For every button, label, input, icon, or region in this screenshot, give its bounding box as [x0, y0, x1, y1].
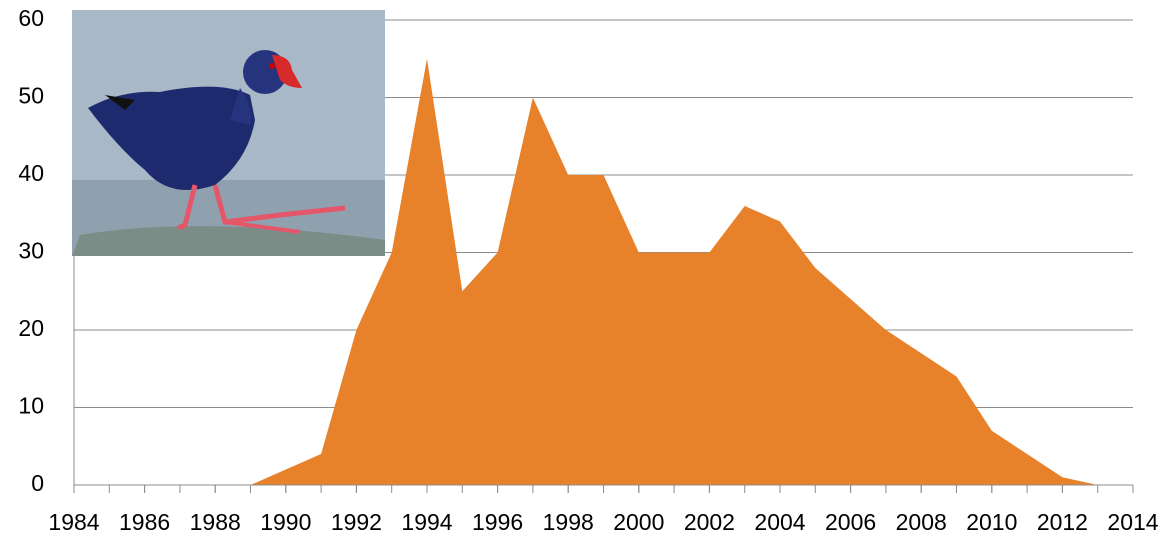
y-tick-label: 40 — [18, 160, 44, 186]
x-tick-label: 1988 — [190, 509, 241, 535]
x-tick-label: 1998 — [543, 509, 594, 535]
x-tick-label: 2014 — [1107, 509, 1158, 535]
bird-photo — [72, 10, 385, 256]
y-tick-label: 10 — [18, 393, 44, 419]
x-tick-label: 2004 — [754, 509, 805, 535]
x-tick-label: 2008 — [896, 509, 947, 535]
x-tick-label: 1992 — [331, 509, 382, 535]
x-tick-label: 1994 — [401, 509, 452, 535]
x-tick-label: 2002 — [684, 509, 735, 535]
y-tick-label: 30 — [18, 238, 44, 264]
x-tick-label: 1996 — [472, 509, 523, 535]
x-tick-label: 2006 — [825, 509, 876, 535]
y-tick-label: 20 — [18, 315, 44, 341]
x-tick-label: 2000 — [613, 509, 664, 535]
y-tick-label: 60 — [18, 5, 44, 31]
x-tick-label: 2010 — [966, 509, 1017, 535]
area — [74, 58, 1098, 485]
x-tick-label: 1984 — [48, 509, 99, 535]
x-tick-label: 1990 — [260, 509, 311, 535]
plot-area: 0 10 20 30 40 50 60 1984 1986 1988 1990 1992 1994 199… — [18, 5, 1158, 535]
y-tick-label: 0 — [31, 470, 44, 496]
x-tick-label: 2012 — [1037, 509, 1088, 535]
x-tick-label: 1986 — [119, 509, 170, 535]
y-tick-label: 50 — [18, 83, 44, 109]
